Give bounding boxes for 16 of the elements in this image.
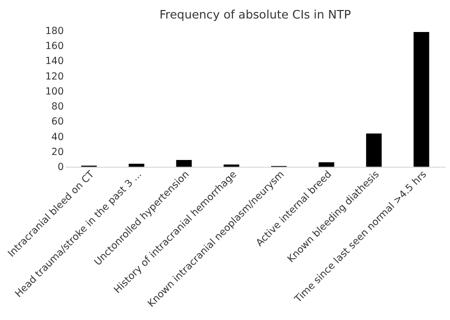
y-tick-label: 160 [45,40,64,52]
bar [366,133,382,167]
bar [128,164,144,167]
y-tick-label: 100 [45,86,64,98]
y-tick-label: 180 [45,26,64,37]
y-tick-label: 140 [45,56,64,68]
bar [318,162,334,167]
y-tick-label: 60 [51,116,64,128]
bar [414,32,430,167]
y-tick-label: 40 [51,132,64,143]
y-tick-label: 120 [45,71,64,82]
y-tick-label: 80 [51,102,64,113]
chart-title: Frequency of absolute CIs in NTP [159,8,351,22]
y-tick-label: 0 [58,162,64,174]
bar [176,160,192,167]
y-tick-label: 20 [51,147,64,158]
